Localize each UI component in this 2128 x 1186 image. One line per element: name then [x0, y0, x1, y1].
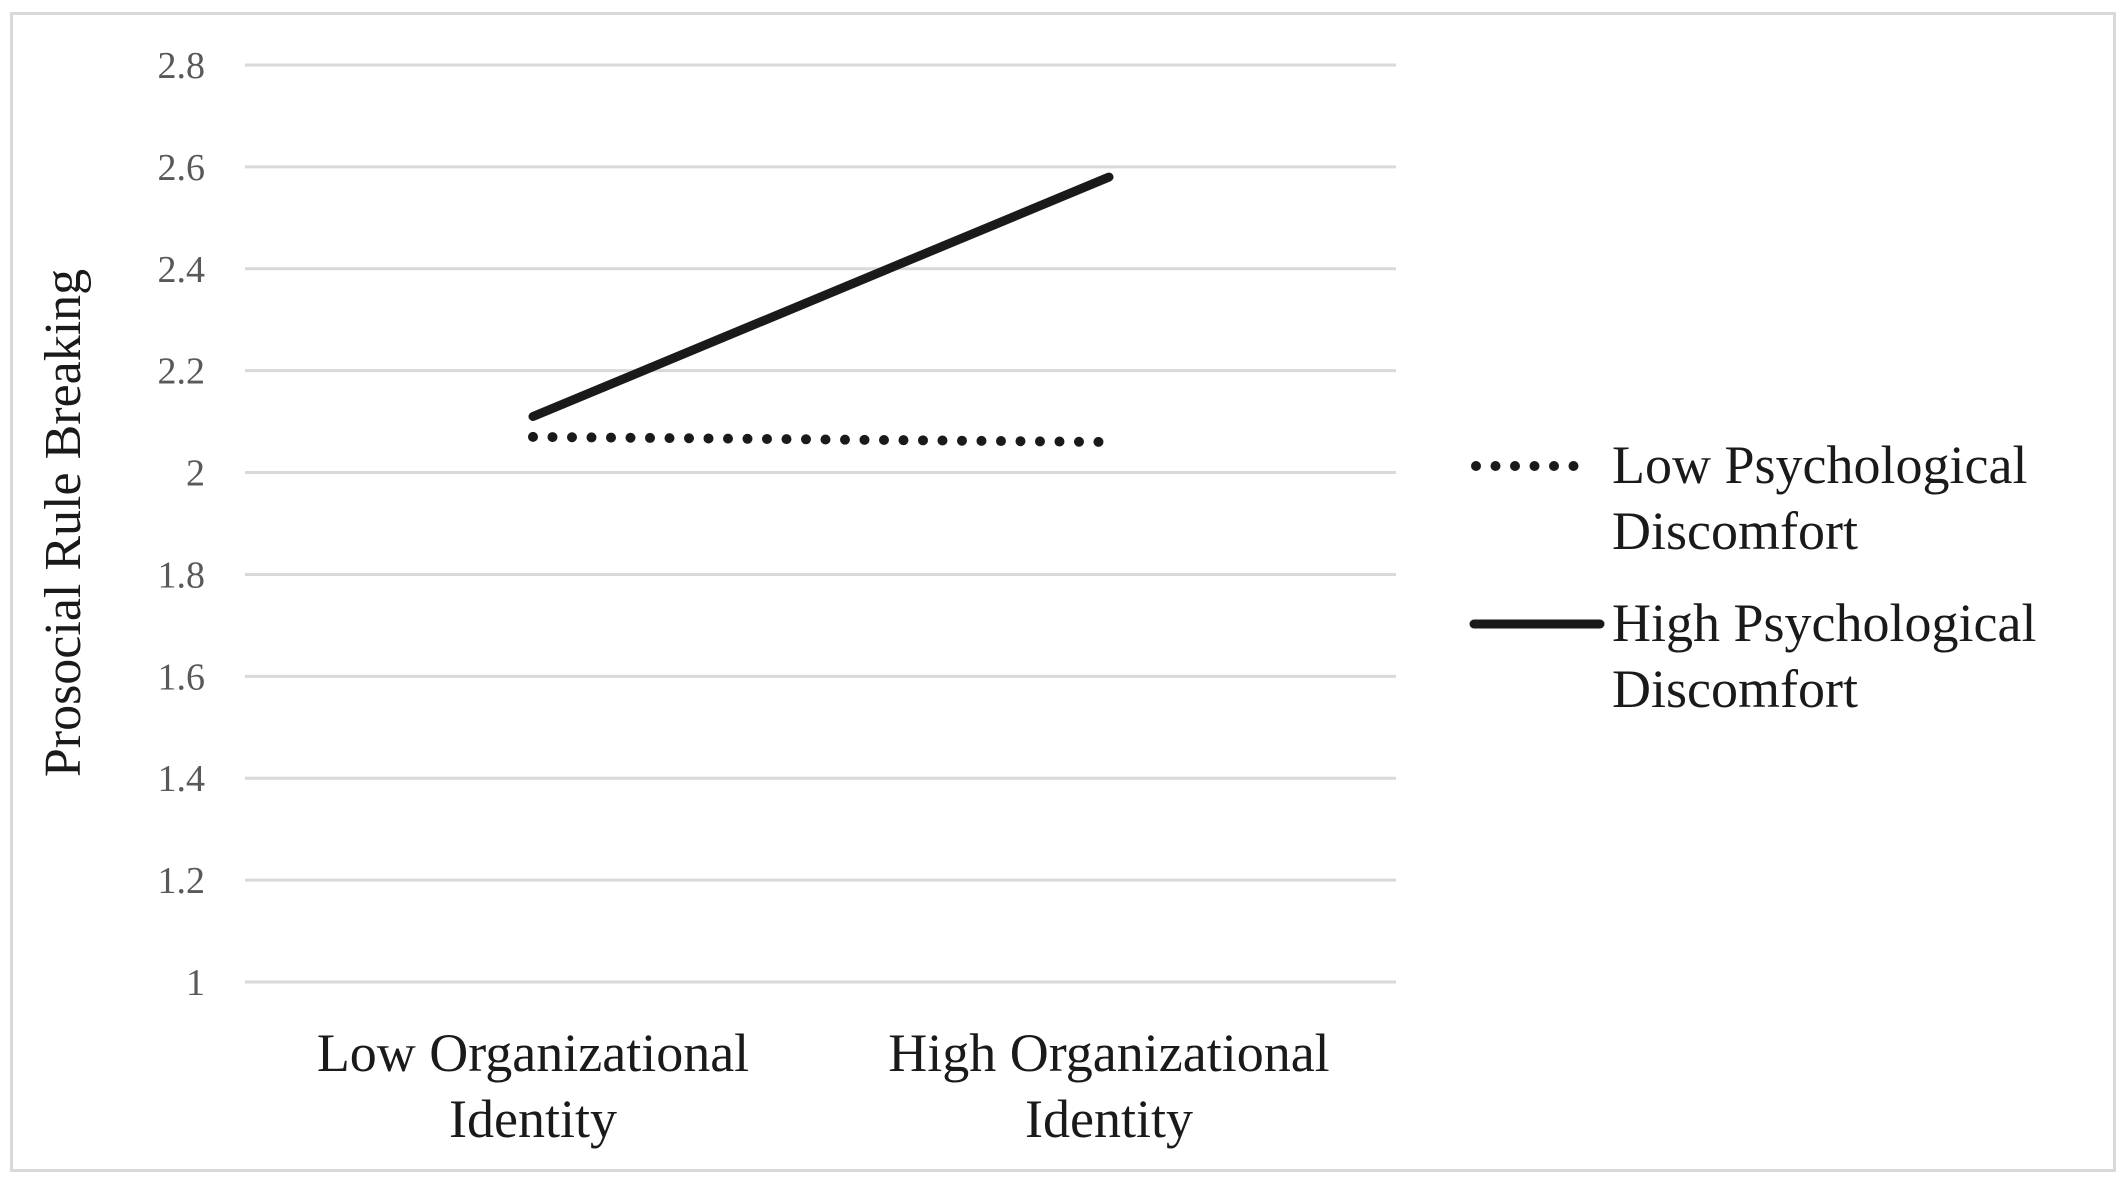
y-tick-label: 2.8 [158, 45, 206, 87]
y-tick-label: 1.4 [158, 758, 206, 800]
x-category-label: Identity [449, 1089, 617, 1149]
chart-frame [10, 12, 2116, 1172]
y-tick-label: 2.6 [158, 147, 206, 189]
y-tick-label: 1.6 [158, 656, 206, 698]
y-tick-labels: 1 1.2 1.4 1.6 1.8 2 2.2 2.4 2.6 2.8 [158, 45, 206, 1004]
x-category-label: High Organizational [888, 1023, 1329, 1083]
series-line-high-psychological-discomfort [528, 172, 1114, 422]
y-axis-label: Prosocial Rule Breaking [35, 269, 92, 777]
legend-label: Discomfort [1612, 659, 1858, 719]
x-category-label: Identity [1025, 1089, 1193, 1149]
y-tick-label: 2.2 [158, 351, 206, 393]
legend-label: Low Psychological [1612, 435, 2027, 495]
series-line-low-psychological-discomfort [528, 431, 1114, 447]
y-tick-label: 1.2 [158, 860, 206, 902]
y-tick-label: 1.8 [158, 554, 206, 596]
y-tick-label: 2.4 [158, 249, 206, 291]
y-tick-label: 1 [186, 962, 205, 1004]
x-category-label: Low Organizational [317, 1023, 749, 1083]
legend-label: High Psychological [1612, 593, 2036, 653]
legend-label: Discomfort [1612, 501, 1858, 561]
gridlines [245, 63, 1396, 984]
series-lines [528, 172, 1114, 447]
y-tick-label: 2 [186, 453, 205, 495]
